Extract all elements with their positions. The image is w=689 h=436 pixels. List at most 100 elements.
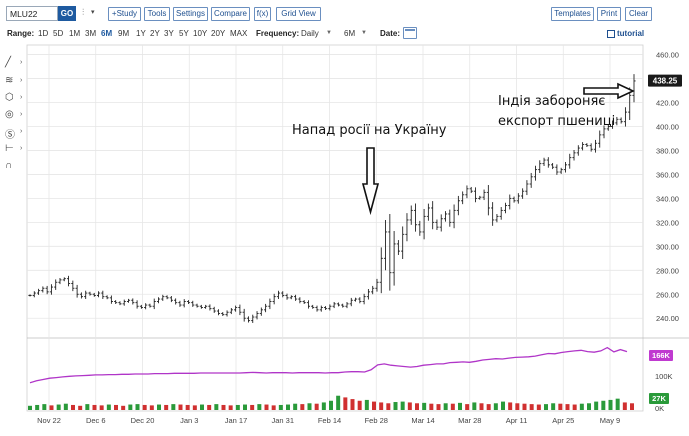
volume-bar	[465, 404, 470, 410]
volume-bar	[293, 403, 298, 410]
volume-bar	[214, 404, 219, 410]
range-20y[interactable]: 20Y	[211, 29, 226, 38]
volume-bar	[49, 405, 54, 410]
volume-bar	[472, 402, 477, 410]
price-tick-label: 320.00	[656, 218, 679, 227]
range-3y[interactable]: 3Y	[164, 29, 174, 38]
range-1d[interactable]: 1D	[38, 29, 49, 38]
volume-bar	[364, 399, 369, 410]
range-2y[interactable]: 2Y	[150, 29, 160, 38]
volume-bar	[128, 404, 133, 410]
volume-bar	[386, 403, 391, 410]
ban-annotation-line1: Індія забороняє	[498, 94, 606, 109]
open-interest-tag	[649, 350, 673, 361]
volume-bar	[300, 404, 305, 410]
symbol-input[interactable]	[6, 6, 58, 21]
volume-bar	[321, 402, 326, 410]
volume-bar	[149, 405, 154, 410]
range-10y[interactable]: 10Y	[193, 29, 208, 38]
date-tick-label: Feb 14	[318, 416, 341, 425]
chevron-down-icon[interactable]: ▼	[361, 30, 367, 36]
date-tick-label: Dec 6	[86, 416, 106, 425]
tutorial-link[interactable]: tutorial	[617, 29, 645, 38]
date-tick-label: Jan 3	[180, 416, 198, 425]
chevron-right-icon[interactable]: ›	[20, 145, 23, 152]
price-tick-label: 400.00	[656, 122, 679, 131]
volume-bar	[135, 404, 140, 410]
dollar-tool-icon[interactable]: Ⓢ	[5, 130, 15, 141]
volume-bar	[164, 404, 169, 410]
volume-bar	[114, 404, 118, 410]
measure-tool-icon[interactable]: ⊢	[5, 143, 14, 154]
volume-bar	[92, 404, 97, 410]
price-tick-label: 260.00	[656, 290, 679, 299]
print-button[interactable]: Print	[597, 7, 621, 21]
tools-button[interactable]: Tools	[144, 7, 170, 21]
chevron-right-icon[interactable]: ›	[20, 59, 23, 66]
volume-bar	[429, 403, 434, 410]
compare-button[interactable]: Compare	[211, 7, 250, 21]
volume-bar	[28, 405, 32, 410]
volume-bar	[443, 403, 448, 410]
settings-button[interactable]: Settings	[173, 7, 208, 21]
volume-bar	[85, 404, 90, 410]
ban-annotation-line2: експорт пшениці	[498, 114, 616, 129]
trendline-tool-icon[interactable]: ╱	[5, 57, 12, 68]
date-tick-label: Mar 28	[458, 416, 481, 425]
range-5d[interactable]: 5D	[53, 29, 64, 38]
volume-bar	[515, 403, 520, 410]
volume-tag	[649, 393, 669, 404]
templates-button[interactable]: Templates	[551, 7, 594, 21]
volume-bar	[336, 395, 341, 410]
range-9m[interactable]: 9M	[118, 29, 130, 38]
range-max[interactable]: MAX	[230, 29, 248, 38]
channel-tool-icon[interactable]: ≋	[5, 75, 14, 86]
go-button[interactable]: GO	[58, 6, 76, 21]
volume-bar	[56, 404, 61, 410]
volume-bar	[393, 402, 398, 410]
chevron-down-icon[interactable]: ▾	[91, 9, 95, 16]
range-6m[interactable]: 6M	[101, 29, 113, 38]
chevron-down-icon[interactable]: ▼	[326, 30, 332, 36]
frequency-select[interactable]: Daily	[301, 29, 319, 38]
volume-tag-label: 27K	[652, 394, 666, 403]
range-1m[interactable]: 1M	[69, 29, 81, 38]
annotation-arrows	[361, 82, 635, 216]
range-5y[interactable]: 5Y	[179, 29, 189, 38]
magnet-icon[interactable]: ∩	[5, 160, 13, 171]
volume-bar	[486, 404, 491, 410]
range-1y[interactable]: 1Y	[136, 29, 146, 38]
study-button[interactable]: +Study	[108, 7, 141, 21]
clear-button[interactable]: Clear	[625, 7, 652, 21]
price-tick-label: 300.00	[656, 242, 679, 251]
volume-bar	[42, 404, 47, 410]
fx-button[interactable]: f(x)	[254, 7, 271, 21]
volume-bar	[99, 405, 104, 410]
chevron-right-icon[interactable]: ›	[20, 77, 23, 84]
date-tick-label: May 9	[600, 416, 620, 425]
target-tool-icon[interactable]: ◎	[5, 109, 14, 120]
volume-bar	[286, 404, 290, 410]
bar-type-icon[interactable]: ⫶	[82, 7, 85, 17]
volume-bar	[307, 403, 312, 410]
volume-bar	[579, 403, 584, 410]
price-tick-label: 360.00	[656, 170, 679, 179]
period-select[interactable]: 6M	[344, 29, 356, 38]
grid-view-button[interactable]: Grid View	[276, 7, 321, 21]
date-label: Date:	[380, 29, 401, 38]
volume-bar	[508, 402, 513, 410]
chevron-right-icon[interactable]: ›	[20, 94, 23, 101]
volume-bar	[257, 404, 262, 410]
volume-bar	[228, 405, 233, 410]
volume-bar	[622, 402, 627, 410]
chevron-right-icon[interactable]: ›	[20, 111, 23, 118]
range-3m[interactable]: 3M	[85, 29, 97, 38]
shape-tool-icon[interactable]: ⬡	[5, 92, 14, 103]
chevron-right-icon[interactable]: ›	[20, 128, 23, 135]
price-tick-label: 240.00	[656, 314, 679, 323]
calendar-icon[interactable]	[403, 27, 417, 39]
tutorial-icon[interactable]	[607, 30, 615, 38]
date-tick-label: Mar 14	[411, 416, 434, 425]
price-axis: 240.00 260.00 280.00 300.00 320.00 340.00 360.…	[648, 51, 682, 323]
